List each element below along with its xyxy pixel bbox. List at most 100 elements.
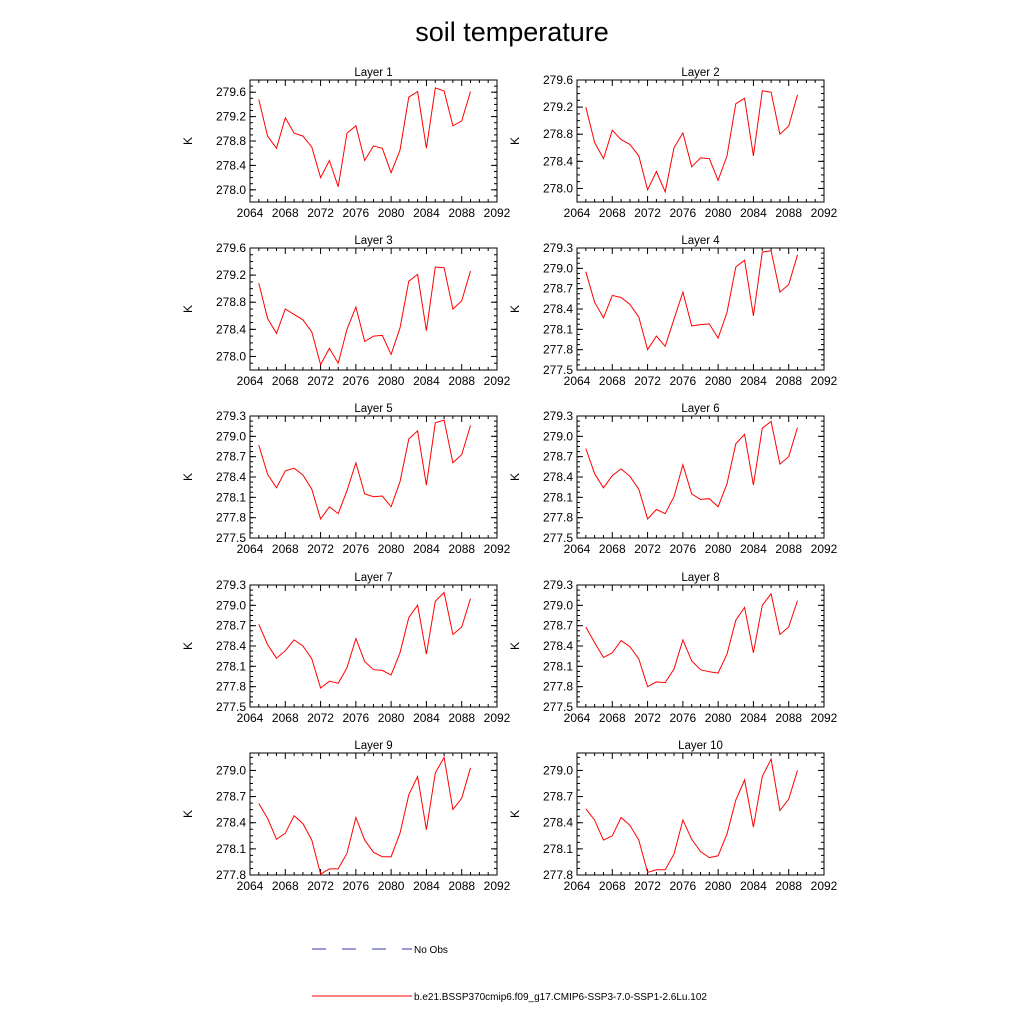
layer-7-ylabel: K xyxy=(181,642,195,650)
layer-4-series-line xyxy=(585,250,798,351)
layer-6-ytick-label: 277.5 xyxy=(543,531,573,545)
layer-6-ytick-label: 279.0 xyxy=(543,429,573,443)
layer-10-ylabel: K xyxy=(508,810,522,818)
layer-5-xtick-label: 2076 xyxy=(343,542,370,556)
layer-8-xtick-label: 2076 xyxy=(670,711,697,725)
layer-1-title: Layer 1 xyxy=(354,67,392,79)
layer-7-xtick-label: 2080 xyxy=(378,711,405,725)
layer-3-ytick-label: 279.2 xyxy=(216,268,246,282)
layer-3-xtick-label: 2092 xyxy=(484,374,511,388)
layer-1-ytick-label: 278.4 xyxy=(216,158,246,172)
layer-9-frame xyxy=(249,752,498,876)
layer-2-ytick-label: 279.6 xyxy=(543,73,573,87)
layer-3-ytick-label: 278.0 xyxy=(216,349,246,363)
layer-6-xtick-label: 2080 xyxy=(705,542,732,556)
layer-8-xtick-label: 2072 xyxy=(634,711,661,725)
layer-1-xtick-label: 2064 xyxy=(237,206,264,220)
layer-5-frame xyxy=(249,415,498,539)
layer-2-ytick-label: 279.2 xyxy=(543,100,573,114)
layer-1-panel: Layer 1 2064 2068 2072 2076 2080 2084 2088 2092 2… xyxy=(181,67,511,220)
layer-2-series-line xyxy=(585,90,798,194)
layer-3-frame xyxy=(249,247,498,371)
layer-5-ytick-label: 278.4 xyxy=(216,470,246,484)
layer-6-ytick-label: 278.4 xyxy=(543,470,573,484)
layer-4-ytick-label: 279.0 xyxy=(543,261,573,275)
layer-8-xtick-label: 2064 xyxy=(564,711,591,725)
layer-4-xtick-label: 2064 xyxy=(564,374,591,388)
layer-6-series-line xyxy=(585,420,798,520)
legend: No Obs b.e21.BSSP370cmip6.f09_g17.CMIP6-… xyxy=(312,945,707,1003)
layer-10-xtick-label: 2080 xyxy=(705,879,732,893)
layer-9-xtick-label: 2092 xyxy=(484,879,511,893)
layer-1-xtick-label: 2076 xyxy=(343,206,370,220)
layer-5-xtick-label: 2068 xyxy=(272,542,299,556)
layer-2-ytick-label: 278.0 xyxy=(543,181,573,195)
layer-5-series-line xyxy=(258,419,471,521)
layer-10-xtick-label: 2084 xyxy=(740,879,767,893)
layer-9-ytick-label: 278.1 xyxy=(216,842,246,856)
layer-8-ytick-label: 278.1 xyxy=(543,659,573,673)
layer-3-ytick-label: 278.8 xyxy=(216,295,246,309)
layer-2-xtick-label: 2084 xyxy=(740,206,767,220)
layer-9-ytick-label: 279.0 xyxy=(216,763,246,777)
layer-7-ytick-label: 279.0 xyxy=(216,598,246,612)
layer-6-ylabel: K xyxy=(508,473,522,481)
layer-8-ylabel: K xyxy=(508,642,522,650)
layer-10-xtick-label: 2072 xyxy=(634,879,661,893)
layer-8-xtick-label: 2068 xyxy=(599,711,626,725)
layer-8-panel: Layer 8 2064 2068 2072 2076 2080 2084 2088 2092 2… xyxy=(508,572,838,725)
layer-9-xtick-label: 2068 xyxy=(272,879,299,893)
layer-7-ytick-label: 278.4 xyxy=(216,639,246,653)
layer-3-xtick-label: 2088 xyxy=(448,374,475,388)
layer-3-ytick-label: 279.6 xyxy=(216,241,246,255)
layer-1-series-line xyxy=(258,87,471,187)
layer-3-ytick-label: 278.4 xyxy=(216,322,246,336)
layer-4-ylabel: K xyxy=(508,305,522,313)
layer-7-xtick-label: 2092 xyxy=(484,711,511,725)
layer-1-ylabel: K xyxy=(181,137,195,145)
layer-10-xtick-label: 2076 xyxy=(670,879,697,893)
figure-title: soil temperature xyxy=(415,17,609,47)
layer-8-xtick-label: 2088 xyxy=(775,711,802,725)
legend-model-label: b.e21.BSSP370cmip6.f09_g17.CMIP6-SSP3-7.… xyxy=(414,992,707,1003)
layer-1-xtick-label: 2068 xyxy=(272,206,299,220)
layer-1-xtick-label: 2072 xyxy=(307,206,334,220)
layer-9-xtick-label: 2088 xyxy=(448,879,475,893)
layer-5-title: Layer 5 xyxy=(354,403,392,415)
layer-5-xtick-label: 2088 xyxy=(448,542,475,556)
layer-9-ytick-label: 277.8 xyxy=(216,868,246,882)
layer-10-xtick-label: 2064 xyxy=(564,879,591,893)
layer-1-ytick-label: 279.2 xyxy=(216,110,246,124)
layer-8-title: Layer 8 xyxy=(681,572,719,584)
layer-3-panel: Layer 3 2064 2068 2072 2076 2080 2084 2088 2092 2… xyxy=(181,235,511,388)
layer-10-ytick-label: 278.7 xyxy=(543,790,573,804)
layer-1-xtick-label: 2088 xyxy=(448,206,475,220)
layer-5-ytick-label: 277.8 xyxy=(216,511,246,525)
layer-7-series-line xyxy=(258,591,471,689)
layer-2-xtick-label: 2092 xyxy=(811,206,838,220)
layer-5-panel: Layer 5 2064 2068 2072 2076 2080 2084 2088 2092 2… xyxy=(181,403,511,556)
layer-7-ytick-label: 277.5 xyxy=(216,700,246,714)
layer-6-xtick-label: 2076 xyxy=(670,542,697,556)
layer-6-title: Layer 6 xyxy=(681,403,719,415)
layer-4-xtick-label: 2076 xyxy=(670,374,697,388)
layer-4-ytick-label: 277.8 xyxy=(543,343,573,357)
layer-7-xtick-label: 2076 xyxy=(343,711,370,725)
layer-6-panel: Layer 6 2064 2068 2072 2076 2080 2084 2088 2092 2… xyxy=(508,403,838,556)
layer-4-xtick-label: 2068 xyxy=(599,374,626,388)
layer-4-ytick-label: 279.3 xyxy=(543,241,573,255)
layer-4-xtick-label: 2088 xyxy=(775,374,802,388)
layer-10-ytick-label: 278.1 xyxy=(543,842,573,856)
layer-2-title: Layer 2 xyxy=(681,67,719,79)
layer-3-title: Layer 3 xyxy=(354,235,392,247)
layer-8-frame xyxy=(576,584,825,708)
layer-5-ytick-label: 278.7 xyxy=(216,450,246,464)
layer-10-frame xyxy=(576,752,825,876)
layer-9-title: Layer 9 xyxy=(354,740,392,752)
layer-9-ytick-label: 278.7 xyxy=(216,790,246,804)
layer-7-ytick-label: 279.3 xyxy=(216,578,246,592)
layer-9-xtick-label: 2084 xyxy=(413,879,440,893)
layer-7-ytick-label: 277.8 xyxy=(216,680,246,694)
layer-1-xtick-label: 2092 xyxy=(484,206,511,220)
layer-4-frame xyxy=(576,247,825,371)
